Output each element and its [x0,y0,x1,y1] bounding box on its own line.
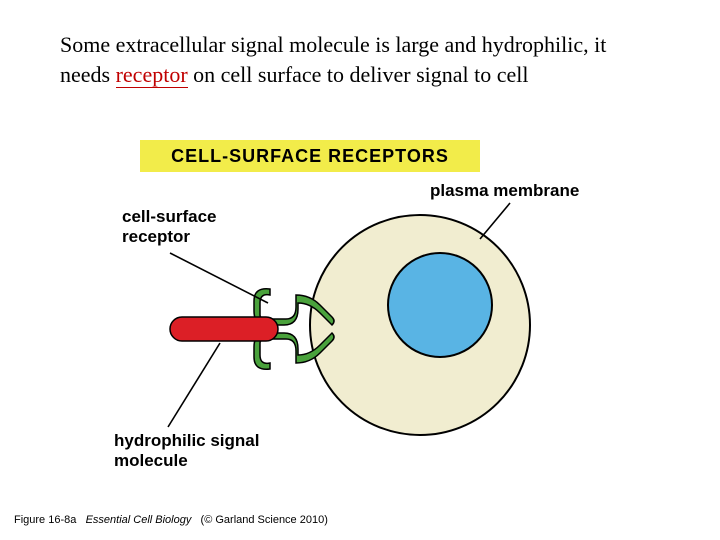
figure-book: Essential Cell Biology [86,514,192,526]
label-signal-l1: hydrophilic signal [114,431,259,450]
label-signal-l2: molecule [114,451,188,470]
intro-paragraph: Some extracellular signal molecule is la… [60,30,660,89]
cell-diagram: cell-surface receptor plasma membrane hy… [110,175,610,475]
cell-nucleus [388,253,492,357]
signal-molecule-shape [170,317,278,341]
figure-rights: (© Garland Science 2010) [201,514,328,526]
banner-text: CELL-SURFACE RECEPTORS [171,146,449,167]
label-receptor-l1: cell-surface [122,207,217,226]
label-receptor-l2: receptor [122,227,190,246]
section-banner: CELL-SURFACE RECEPTORS [140,140,480,172]
label-signal: hydrophilic signal molecule [114,431,259,470]
figure-number: Figure 16-8a [14,514,76,526]
label-membrane-l1: plasma membrane [430,181,579,200]
label-receptor: cell-surface receptor [122,207,217,246]
intro-post: on cell surface to deliver signal to cel… [188,62,529,87]
intro-highlight: receptor [116,62,188,88]
figure-credit: Figure 16-8a Essential Cell Biology (© G… [14,514,328,526]
label-membrane: plasma membrane [430,181,579,201]
